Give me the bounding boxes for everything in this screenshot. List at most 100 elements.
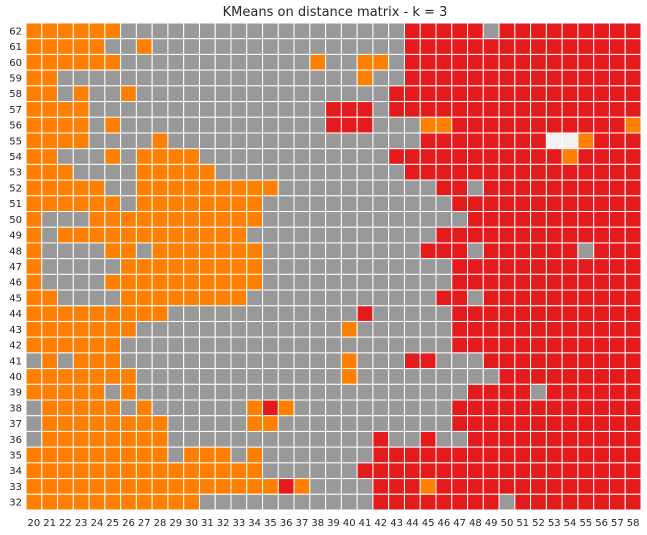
heatmap-cell [545, 493, 563, 511]
heatmap-cell [151, 305, 169, 322]
heatmap-cell [577, 101, 595, 118]
heatmap-cell [561, 368, 579, 385]
heatmap-cell [167, 383, 185, 401]
heatmap-cell [467, 211, 484, 228]
heatmap-cell [325, 368, 342, 385]
heatmap-cell [41, 53, 59, 71]
heatmap-cell [25, 211, 43, 228]
heatmap-cell [120, 69, 137, 87]
heatmap-cell [88, 493, 106, 511]
heatmap-cell [561, 226, 579, 244]
heatmap-cell [624, 22, 642, 40]
heatmap-cell [262, 179, 279, 197]
heatmap-cell [372, 383, 390, 401]
heatmap-cell [135, 446, 153, 464]
heatmap-cell [230, 163, 248, 181]
heatmap-cell [309, 242, 327, 260]
heatmap-cell [25, 116, 43, 134]
heatmap-cell [325, 242, 342, 260]
heatmap-cell [593, 462, 610, 480]
heatmap-cell [167, 273, 185, 291]
heatmap-cell [467, 399, 484, 417]
heatmap-cell [293, 383, 311, 401]
heatmap-cell [530, 69, 547, 87]
heatmap-cell [435, 101, 453, 118]
heatmap-cell [624, 478, 642, 495]
heatmap-cell [262, 305, 279, 322]
heatmap-cell [57, 148, 74, 165]
heatmap-cell [246, 399, 264, 417]
heatmap-cell [624, 195, 642, 213]
heatmap-cell [593, 478, 610, 495]
heatmap-cell [593, 430, 610, 448]
heatmap-cell [498, 179, 516, 197]
heatmap-cell [514, 116, 532, 134]
heatmap-cell [277, 352, 295, 370]
heatmap-cell [514, 320, 532, 338]
heatmap-cell [467, 430, 484, 448]
heatmap-cell [151, 22, 169, 40]
heatmap-cell [482, 85, 500, 103]
heatmap-cell [482, 101, 500, 118]
heatmap-cell [183, 195, 200, 213]
x-tick-label: 31 [201, 518, 214, 529]
heatmap-cell [451, 69, 469, 87]
heatmap-cell [120, 101, 137, 118]
heatmap-cell [214, 399, 232, 417]
heatmap-cell [246, 179, 264, 197]
heatmap-cell [435, 53, 453, 71]
heatmap-cell [608, 195, 626, 213]
heatmap-cell [356, 258, 374, 275]
heatmap-cell [325, 53, 342, 71]
heatmap-cell [88, 368, 106, 385]
heatmap-cell [561, 415, 579, 432]
heatmap-cell [545, 132, 563, 150]
heatmap-cell [561, 430, 579, 448]
heatmap-cell [545, 242, 563, 260]
y-tick-label: 41 [9, 356, 22, 367]
heatmap-cell [325, 273, 342, 291]
heatmap-cell [545, 53, 563, 71]
heatmap-cell [104, 368, 122, 385]
heatmap-cell [151, 69, 169, 87]
heatmap-cell [25, 368, 43, 385]
heatmap-cell [482, 273, 500, 291]
heatmap-cell [277, 430, 295, 448]
heatmap-cell [451, 148, 469, 165]
heatmap-cell [419, 148, 437, 165]
heatmap-cell [57, 211, 74, 228]
heatmap-cell [120, 258, 137, 275]
heatmap-cell [514, 242, 532, 260]
heatmap-cell [135, 273, 153, 291]
heatmap-cell [120, 478, 137, 495]
heatmap-cell [151, 430, 169, 448]
heatmap-cell [577, 430, 595, 448]
heatmap-cell [356, 179, 374, 197]
heatmap-cell [467, 69, 484, 87]
heatmap-cell [498, 22, 516, 40]
heatmap-cell [167, 352, 185, 370]
heatmap-cell [593, 320, 610, 338]
heatmap-cell [419, 195, 437, 213]
heatmap-cell [467, 258, 484, 275]
heatmap-cell [325, 85, 342, 103]
heatmap-cell [388, 195, 405, 213]
heatmap-cell [183, 211, 200, 228]
heatmap-cell [135, 305, 153, 322]
heatmap-cell [419, 101, 437, 118]
heatmap-cell [577, 352, 595, 370]
heatmap-cell [530, 399, 547, 417]
heatmap-cell [498, 116, 516, 134]
x-tick-label: 52 [532, 518, 545, 529]
heatmap-cell [135, 336, 153, 354]
heatmap-cell [356, 69, 374, 87]
heatmap-cell [372, 179, 390, 197]
heatmap-cell [293, 211, 311, 228]
heatmap-cell [293, 430, 311, 448]
heatmap-cell [482, 289, 500, 307]
heatmap-cell [451, 415, 469, 432]
heatmap-cell [167, 69, 185, 87]
heatmap-cell [608, 211, 626, 228]
heatmap-cell [577, 446, 595, 464]
heatmap-cell [593, 116, 610, 134]
